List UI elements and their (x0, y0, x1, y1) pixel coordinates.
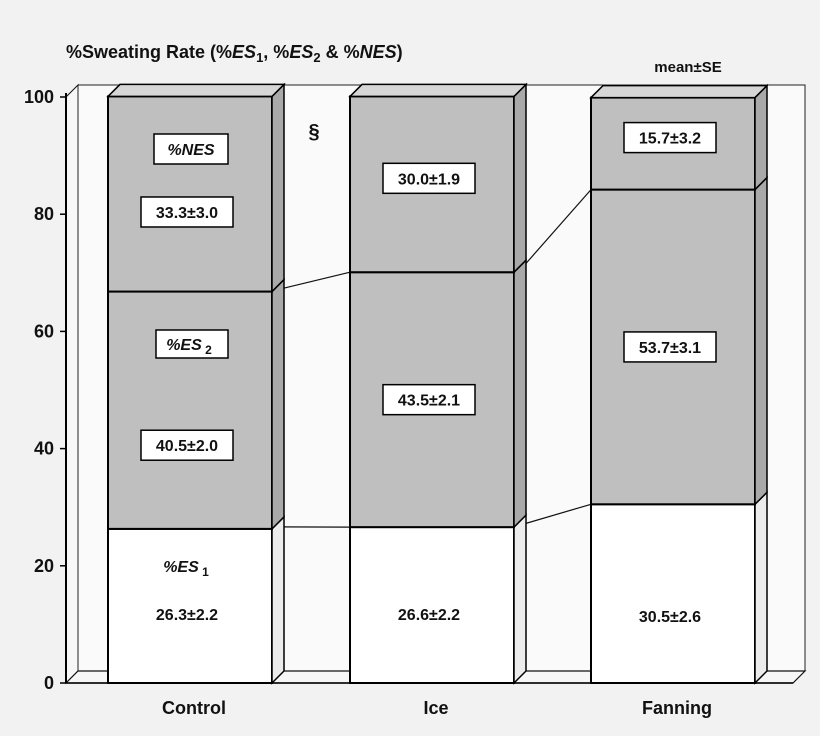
chart-title-part: NES (360, 42, 397, 62)
boundary-connector-line (277, 271, 351, 291)
y-tick-label: 20 (34, 556, 54, 576)
bar-segment-side (754, 175, 768, 507)
bar-segment-side (271, 515, 285, 685)
y-tick-label: 40 (34, 439, 54, 459)
value-label: 30.5±2.6 (639, 609, 701, 626)
value-label: 26.3±2.2 (156, 607, 218, 624)
bar-segment (590, 503, 756, 684)
value-label: 30.0±1.9 (398, 171, 460, 188)
bar-segment-side (513, 82, 527, 275)
x-tick-label: Control (162, 698, 226, 718)
bar-segment (107, 290, 273, 530)
chart-title-part: 2 (313, 50, 320, 65)
bar-segment (349, 526, 515, 685)
value-label-box (623, 331, 717, 363)
bar-segment-side (271, 82, 285, 294)
chart-title-part: , % (263, 42, 289, 62)
value-label-box (382, 383, 476, 416)
y-tick-label: 60 (34, 321, 54, 341)
bar-segment-side (513, 258, 527, 529)
chart-title-part: ) (397, 42, 403, 62)
chart-title-part: ES (289, 42, 313, 62)
legend-es1-label-part: 1 (199, 565, 209, 579)
legend-es2-label-part: 2 (202, 343, 212, 357)
bar-segment-side (754, 490, 768, 685)
y-tick-label: 80 (34, 204, 54, 224)
legend-es2-label-part: %ES (166, 337, 202, 354)
boundary-connector-line (519, 189, 592, 271)
significance-marker: § (308, 121, 319, 143)
y-tick-label: 0 (44, 673, 54, 693)
bar-top-face (106, 83, 286, 98)
bar-segment (107, 95, 273, 293)
chart-title-part: ES (232, 42, 256, 62)
value-label-box (623, 121, 717, 154)
legend-nes-label: %NES (167, 142, 214, 159)
value-label-box (140, 429, 234, 461)
value-label: 33.3±3.0 (156, 205, 218, 222)
value-label-box (140, 196, 234, 228)
legend-es2-label: %ES 2 (166, 337, 212, 357)
bar-segment-side (754, 83, 768, 192)
y-tick-label: 100 (24, 87, 54, 107)
value-label: 26.6±2.2 (398, 607, 460, 624)
chart-title-part: & % (321, 42, 360, 62)
bar-top-face (348, 83, 528, 98)
bar-segment (107, 527, 273, 685)
bar-segment-side (513, 513, 527, 685)
value-label: 43.5±2.1 (398, 393, 460, 410)
legend-es1-label-part: %ES (163, 559, 199, 576)
chart-note: mean±SE (654, 59, 721, 76)
x-tick-label: Ice (423, 698, 448, 718)
value-label-box (382, 162, 476, 195)
chart-title-part: %Sweating Rate (% (66, 42, 232, 62)
chart-title-part: 1 (256, 50, 263, 65)
chart-title: %Sweating Rate (%ES1, %ES2 & %NES) (66, 42, 403, 65)
value-label: 40.5±2.0 (156, 438, 218, 455)
axis-side-wall (65, 83, 79, 685)
legend-es2-box (155, 329, 229, 359)
legend-nes-box (153, 133, 229, 165)
bar-top-face (589, 84, 769, 99)
value-label: 53.7±3.1 (639, 340, 701, 357)
boundary-connector-line (519, 503, 592, 526)
legend-nes-label-part: %NES (167, 142, 214, 159)
x-tick-label: Fanning (642, 698, 712, 718)
bar-segment-side (271, 277, 285, 531)
legend-es1-label: %ES 1 (163, 559, 209, 579)
value-label: 15.7±3.2 (639, 131, 701, 148)
